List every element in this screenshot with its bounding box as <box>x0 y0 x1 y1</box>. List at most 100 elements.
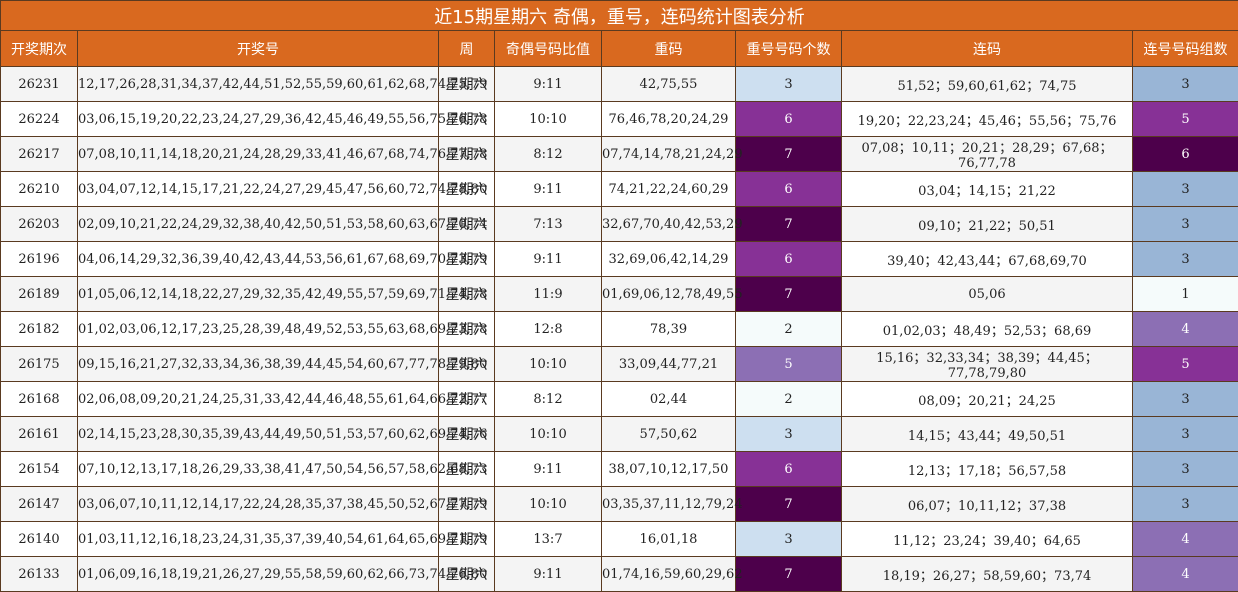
table-row: 26189 01,05,06,12,14,18,22,27,29,32,35,42… <box>0 276 1238 312</box>
cell-consecutive: 01,02,03；48,49；52,53；68,69 <box>841 311 1133 347</box>
cell-issue: 26224 <box>0 101 78 137</box>
cell-numbers: 07,08,10,11,14,18,20,21,24,28,29,33,41,4… <box>77 136 487 172</box>
cell-issue: 26182 <box>0 311 78 347</box>
cell-week: 星期六 <box>438 451 495 487</box>
cell-numbers: 02,14,15,23,28,30,35,39,43,44,49,50,51,5… <box>77 416 487 452</box>
cell-consecutive: 39,40；42,43,44；67,68,69,70 <box>841 241 1133 277</box>
cell-consecutive-groups: 3 <box>1132 451 1238 487</box>
cell-repeat: 76,46,78,20,24,29 <box>601 101 736 137</box>
cell-repeat: 42,75,55 <box>601 66 736 102</box>
cell-numbers: 03,06,07,10,11,12,14,17,22,24,28,35,37,3… <box>77 486 487 522</box>
cell-repeat: 07,74,14,78,21,24,29 <box>601 136 743 172</box>
cell-numbers: 04,06,14,29,32,36,39,40,42,43,44,53,56,6… <box>77 241 487 277</box>
cell-repeat-count: 7 <box>735 206 842 242</box>
cell-issue: 26196 <box>0 241 78 277</box>
cell-repeat-count: 3 <box>735 66 842 102</box>
header-consecutive-groups: 连号号码组数 <box>1132 30 1238 67</box>
cell-consecutive-groups: 4 <box>1132 556 1238 592</box>
cell-repeat-count: 6 <box>735 241 842 277</box>
cell-odd-even-ratio: 9:11 <box>494 451 602 487</box>
header-numbers: 开奖号 <box>77 30 439 67</box>
table-row: 26217 07,08,10,11,14,18,20,21,24,28,29,33… <box>0 136 1238 172</box>
cell-issue: 26217 <box>0 136 78 172</box>
cell-numbers: 01,03,11,12,16,18,23,24,31,35,37,39,40,5… <box>77 521 487 557</box>
table-row: 26224 03,06,15,19,20,22,23,24,27,29,36,42… <box>0 101 1238 137</box>
table-row: 26154 07,10,12,13,17,18,26,29,33,38,41,47… <box>0 451 1238 487</box>
table-body: 26231 12,17,26,28,31,34,37,42,44,51,52,55… <box>0 66 1238 592</box>
cell-consecutive: 11,12；23,24；39,40；64,65 <box>841 521 1133 557</box>
cell-week: 星期六 <box>438 381 495 417</box>
cell-consecutive: 19,20；22,23,24；45,46；55,56；75,76 <box>841 101 1133 137</box>
cell-repeat: 03,35,37,11,12,79,24 <box>601 486 743 522</box>
cell-repeat: 01,69,06,12,78,49,55 <box>601 276 743 312</box>
cell-consecutive-groups: 5 <box>1132 101 1238 137</box>
table-row: 26210 03,04,07,12,14,15,17,21,22,24,27,29… <box>0 171 1238 207</box>
cell-repeat-count: 6 <box>735 451 842 487</box>
cell-consecutive: 03,04；14,15；21,22 <box>841 171 1133 207</box>
cell-consecutive: 07,08；10,11；20,21；28,29；67,68；76,77,78 <box>841 136 1133 172</box>
cell-odd-even-ratio: 10:10 <box>494 416 602 452</box>
cell-repeat-count: 7 <box>735 136 842 172</box>
cell-week: 星期六 <box>438 171 495 207</box>
cell-week: 星期六 <box>438 101 495 137</box>
cell-repeat: 38,07,10,12,17,50 <box>601 451 736 487</box>
cell-repeat-count: 6 <box>735 101 842 137</box>
cell-issue: 26189 <box>0 276 78 312</box>
cell-week: 星期六 <box>438 276 495 312</box>
cell-numbers: 01,02,03,06,12,17,23,25,28,39,48,49,52,5… <box>77 311 487 347</box>
cell-issue: 26133 <box>0 556 78 592</box>
cell-consecutive-groups: 3 <box>1132 416 1238 452</box>
cell-repeat: 74,21,22,24,60,29 <box>601 171 736 207</box>
cell-odd-even-ratio: 10:10 <box>494 346 602 382</box>
cell-odd-even-ratio: 9:11 <box>494 241 602 277</box>
cell-odd-even-ratio: 9:11 <box>494 171 602 207</box>
cell-odd-even-ratio: 8:12 <box>494 136 602 172</box>
table-title: 近15期星期六 奇偶，重号，连码统计图表分析 <box>0 0 1238 31</box>
cell-numbers: 01,05,06,12,14,18,22,27,29,32,35,42,49,5… <box>77 276 487 312</box>
cell-issue: 26147 <box>0 486 78 522</box>
cell-odd-even-ratio: 10:10 <box>494 101 602 137</box>
cell-consecutive-groups: 6 <box>1132 136 1238 172</box>
cell-repeat: 32,69,06,42,14,29 <box>601 241 736 277</box>
cell-consecutive-groups: 4 <box>1132 521 1238 557</box>
cell-issue: 26168 <box>0 381 78 417</box>
header-odd-even-ratio: 奇偶号码比值 <box>494 30 602 67</box>
cell-repeat: 02,44 <box>601 381 736 417</box>
cell-consecutive: 15,16；32,33,34；38,39；44,45；77,78,79,80 <box>841 346 1133 382</box>
header-week: 周 <box>438 30 495 67</box>
table-row: 26203 02,09,10,21,22,24,29,32,38,40,42,50… <box>0 206 1238 242</box>
table-row: 26133 01,06,09,16,18,19,21,26,27,29,55,58… <box>0 556 1238 592</box>
header-repeat-count: 重号号码个数 <box>735 30 842 67</box>
header-consecutive: 连码 <box>841 30 1133 67</box>
cell-consecutive-groups: 3 <box>1132 206 1238 242</box>
cell-repeat: 16,01,18 <box>601 521 736 557</box>
table-row: 26168 02,06,08,09,20,21,24,25,31,33,42,44… <box>0 381 1238 417</box>
cell-odd-even-ratio: 8:12 <box>494 381 602 417</box>
cell-numbers: 02,09,10,21,22,24,29,32,38,40,42,50,51,5… <box>77 206 487 242</box>
cell-repeat-count: 5 <box>735 346 842 382</box>
cell-repeat-count: 2 <box>735 381 842 417</box>
cell-repeat-count: 7 <box>735 556 842 592</box>
cell-repeat-count: 7 <box>735 276 842 312</box>
cell-issue: 26203 <box>0 206 78 242</box>
cell-repeat: 32,67,70,40,42,53,29 <box>601 206 743 242</box>
table-row: 26147 03,06,07,10,11,12,14,17,22,24,28,35… <box>0 486 1238 522</box>
cell-odd-even-ratio: 7:13 <box>494 206 602 242</box>
cell-consecutive-groups: 3 <box>1132 241 1238 277</box>
cell-odd-even-ratio: 9:11 <box>494 66 602 102</box>
cell-week: 星期六 <box>438 136 495 172</box>
table-row: 26161 02,14,15,23,28,30,35,39,43,44,49,50… <box>0 416 1238 452</box>
cell-consecutive-groups: 3 <box>1132 171 1238 207</box>
table-row: 26175 09,15,16,21,27,32,33,34,36,38,39,44… <box>0 346 1238 382</box>
cell-week: 星期六 <box>438 521 495 557</box>
cell-week: 星期六 <box>438 206 495 242</box>
cell-consecutive: 06,07；10,11,12；37,38 <box>841 486 1133 522</box>
table-row: 26231 12,17,26,28,31,34,37,42,44,51,52,55… <box>0 66 1238 102</box>
cell-repeat: 01,74,16,59,60,29,62 <box>601 556 743 592</box>
cell-consecutive-groups: 3 <box>1132 486 1238 522</box>
cell-consecutive: 05,06 <box>841 276 1133 312</box>
cell-consecutive-groups: 3 <box>1132 381 1238 417</box>
cell-odd-even-ratio: 11:9 <box>494 276 602 312</box>
header-issue: 开奖期次 <box>0 30 78 67</box>
